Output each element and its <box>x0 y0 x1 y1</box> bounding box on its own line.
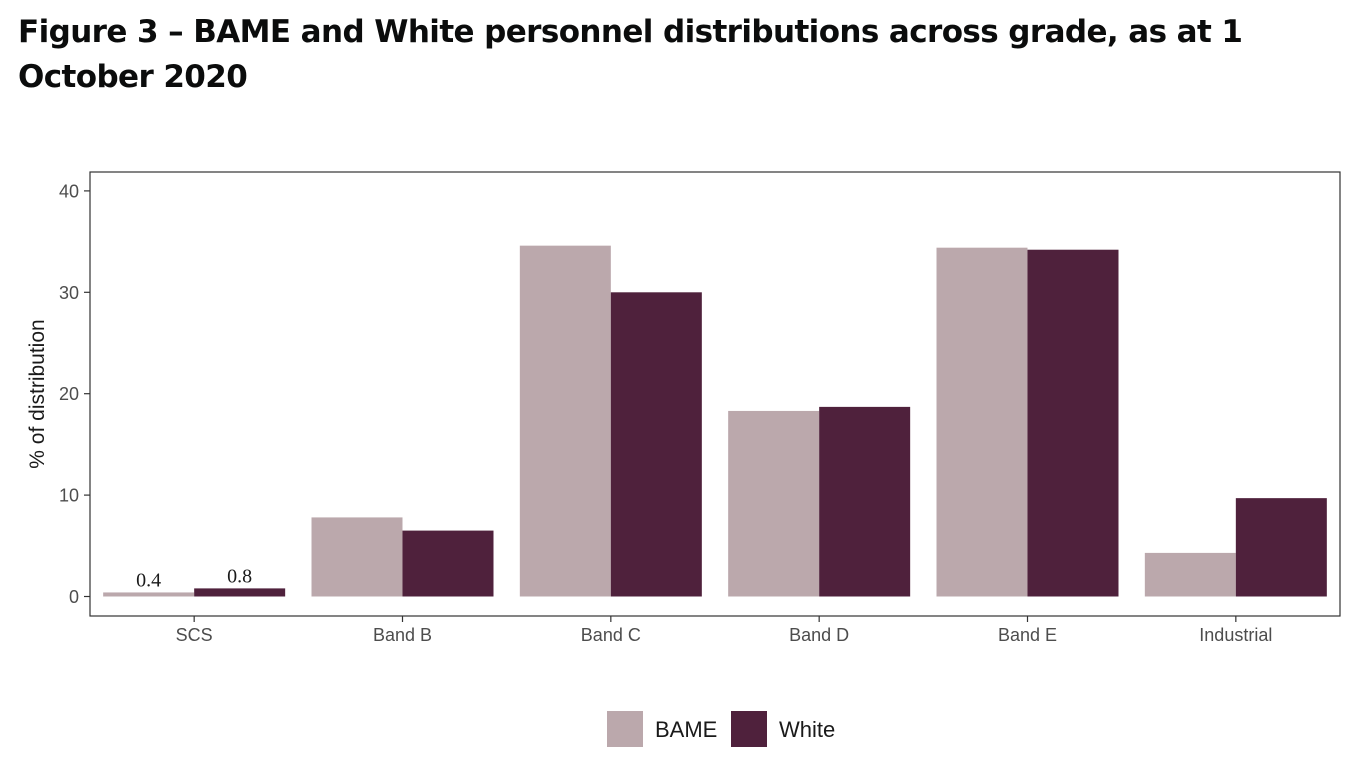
y-tick-label: 30 <box>59 283 79 303</box>
y-tick-label: 20 <box>59 384 79 404</box>
legend-label-white: White <box>779 717 835 742</box>
bar-bame <box>103 592 195 597</box>
x-axis: SCS Band B Band C Band D Band E Industrial <box>176 616 1272 645</box>
bar-bame <box>728 410 820 597</box>
bar-white <box>402 530 494 597</box>
bar-bame <box>936 247 1028 597</box>
chart-title: Figure 3 – BAME and White personnel dist… <box>18 14 1243 95</box>
x-tick-label: Band E <box>998 625 1057 645</box>
x-tick-label: SCS <box>176 625 213 645</box>
bar-white <box>194 588 286 597</box>
bar-bame <box>311 517 403 597</box>
y-tick-label: 10 <box>59 486 79 506</box>
bar-bame <box>1144 552 1236 597</box>
data-labels: 0.4 0.8 <box>136 565 252 591</box>
y-tick-label: 40 <box>59 181 79 201</box>
y-axis: 0 10 20 30 40 <box>59 181 90 607</box>
legend-key-white <box>731 711 767 747</box>
legend-label-bame: BAME <box>655 717 717 742</box>
x-tick-label: Band D <box>789 625 849 645</box>
y-tick-label: 0 <box>69 587 79 607</box>
bar-white <box>1235 498 1327 597</box>
bar-white <box>610 292 702 597</box>
y-axis-title: % of distribution <box>26 319 49 468</box>
data-label: 0.8 <box>227 565 252 587</box>
x-tick-label: Band C <box>581 625 641 645</box>
data-label: 0.4 <box>136 569 161 591</box>
bar-white <box>1027 249 1119 597</box>
plot-panel-border <box>89 171 1341 617</box>
legend: BAME White <box>607 711 835 747</box>
x-tick-label: Industrial <box>1199 625 1272 645</box>
bar-white <box>819 406 911 597</box>
x-tick-label: Band B <box>373 625 432 645</box>
legend-key-bame <box>607 711 643 747</box>
bars <box>103 245 1327 597</box>
bar-bame <box>519 245 611 597</box>
